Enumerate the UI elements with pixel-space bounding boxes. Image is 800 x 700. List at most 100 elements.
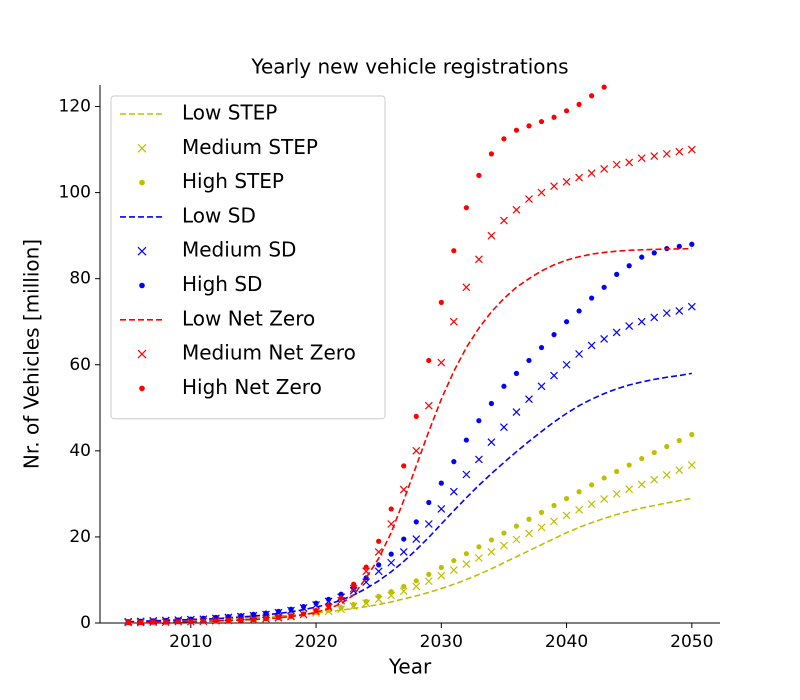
- x-marker: [387, 558, 396, 567]
- dot-marker: [563, 108, 570, 114]
- dot-marker: [213, 618, 219, 624]
- dot-marker: [513, 523, 520, 529]
- dot-marker: [401, 583, 407, 590]
- x-marker: [424, 401, 433, 410]
- legend-label: Low Net Zero: [182, 306, 315, 330]
- y-tick-label: 120: [59, 97, 91, 117]
- x-marker: [575, 350, 584, 358]
- dot-marker: [563, 319, 570, 325]
- dot-marker: [376, 593, 382, 599]
- legend-label: Medium Net Zero: [182, 341, 356, 365]
- dot-marker: [263, 610, 269, 616]
- legend-label: Low STEP: [182, 101, 277, 125]
- line-series: [128, 372, 692, 623]
- x-marker: [412, 446, 421, 455]
- x-marker: [474, 554, 483, 562]
- x-marker: [562, 177, 571, 186]
- dot-marker: [626, 462, 632, 468]
- x-marker: [412, 535, 421, 543]
- dot-marker: [488, 537, 495, 543]
- dot-marker: [401, 536, 407, 542]
- dot-marker: [488, 151, 495, 157]
- plot-area: [124, 84, 696, 627]
- dot-marker: [526, 357, 532, 364]
- dot-marker: [563, 496, 570, 502]
- x-marker: [424, 577, 433, 586]
- dot-marker: [413, 413, 419, 420]
- legend-marker: [139, 385, 145, 392]
- x-marker: [637, 480, 646, 489]
- dot-marker: [238, 617, 244, 623]
- x-marker: [437, 358, 446, 367]
- dot-marker: [426, 571, 432, 577]
- dot-marker: [576, 308, 582, 314]
- x-marker: [487, 548, 496, 556]
- dot-marker: [476, 172, 482, 178]
- dot-marker: [388, 506, 394, 512]
- dot-marker: [363, 564, 369, 570]
- legend-label: High SD: [182, 272, 262, 296]
- dot-marker: [664, 443, 670, 450]
- x-marker: [399, 485, 408, 494]
- dot-marker: [589, 295, 595, 301]
- x-marker: [625, 485, 634, 494]
- x-marker: [537, 188, 546, 197]
- y-tick-label: 0: [80, 613, 91, 633]
- x-marker: [387, 591, 396, 600]
- dot-marker: [138, 619, 144, 626]
- dot-marker: [300, 604, 307, 610]
- x-marker: [587, 169, 596, 178]
- dot-marker: [338, 604, 344, 611]
- dot-marker: [501, 383, 507, 389]
- x-marker: [500, 216, 508, 225]
- x-tick-label: 2010: [169, 632, 212, 652]
- legend-label: High STEP: [182, 169, 284, 193]
- dot-marker: [651, 449, 657, 456]
- dot-marker: [125, 619, 131, 626]
- x-marker: [662, 471, 671, 479]
- x-marker: [550, 517, 558, 526]
- x-marker: [487, 438, 496, 447]
- dot-marker: [351, 581, 357, 587]
- x-marker: [625, 322, 634, 330]
- x-marker: [487, 231, 496, 240]
- x-marker: [525, 195, 533, 203]
- x-marker: [374, 567, 383, 576]
- dot-marker: [538, 509, 545, 515]
- x-marker: [625, 158, 634, 167]
- x-marker: [500, 423, 508, 432]
- x-marker: [525, 529, 533, 538]
- dot-marker: [526, 123, 532, 129]
- x-marker: [562, 511, 571, 520]
- dot-marker: [463, 551, 469, 557]
- dot-marker: [438, 564, 444, 571]
- legend-marker: [137, 349, 147, 359]
- y-axis-label: Nr. of Vehicles [million]: [20, 239, 44, 469]
- x-marker: [687, 145, 696, 154]
- dot-marker: [288, 613, 294, 619]
- x-marker: [675, 307, 684, 315]
- dot-marker: [225, 613, 231, 620]
- legend-label: Low SD: [182, 203, 256, 227]
- x-marker: [662, 149, 671, 158]
- x-marker: [637, 154, 646, 163]
- dot-marker: [651, 250, 657, 256]
- x-marker: [474, 255, 483, 264]
- dot-marker: [639, 455, 645, 462]
- x-marker: [612, 160, 621, 169]
- x-marker: [650, 152, 659, 160]
- dot-marker: [150, 619, 156, 625]
- x-axis-label: Year: [388, 655, 432, 679]
- dot-marker: [501, 530, 507, 536]
- x-tick-label: 2040: [545, 632, 588, 652]
- x-marker: [512, 535, 521, 544]
- legend-label: Medium SD: [182, 238, 296, 262]
- x-marker: [399, 548, 408, 556]
- dot-marker: [376, 562, 382, 568]
- dot-marker: [451, 459, 457, 465]
- x-marker: [424, 520, 433, 528]
- dot-marker: [614, 468, 620, 475]
- x-marker: [512, 408, 521, 417]
- x-marker: [449, 317, 458, 326]
